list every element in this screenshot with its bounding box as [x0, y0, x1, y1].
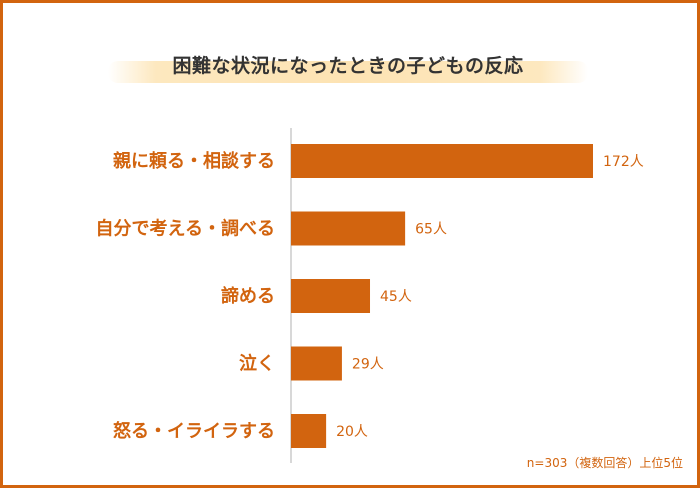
- bar-2: [291, 211, 406, 246]
- category-label-3: 諦める: [221, 285, 275, 307]
- bar-1: [291, 144, 593, 178]
- value-label-2: 65人: [415, 222, 447, 238]
- value-label-5: 20人: [336, 424, 368, 440]
- bar-3: [291, 279, 371, 313]
- category-label-5: 怒る・イライラする: [113, 420, 275, 442]
- bar-4: [291, 346, 342, 381]
- value-label-4: 29人: [352, 357, 384, 373]
- value-label-3: 45人: [380, 289, 412, 305]
- category-label-1: 親に頼る・相談する: [113, 150, 275, 172]
- title-banner: 困難な状況になったときの子どもの反応: [108, 45, 588, 85]
- category-label-4: 泣く: [239, 353, 275, 375]
- value-label-1: 172人: [603, 154, 644, 170]
- sample-note: n=303（複数回答）上位5位: [526, 456, 683, 470]
- chart-title: 困難な状況になったときの子どもの反応: [172, 55, 524, 77]
- bar-5: [291, 414, 327, 448]
- category-label-2: 自分で考える・調べる: [96, 218, 275, 240]
- title-highlight: [108, 61, 588, 83]
